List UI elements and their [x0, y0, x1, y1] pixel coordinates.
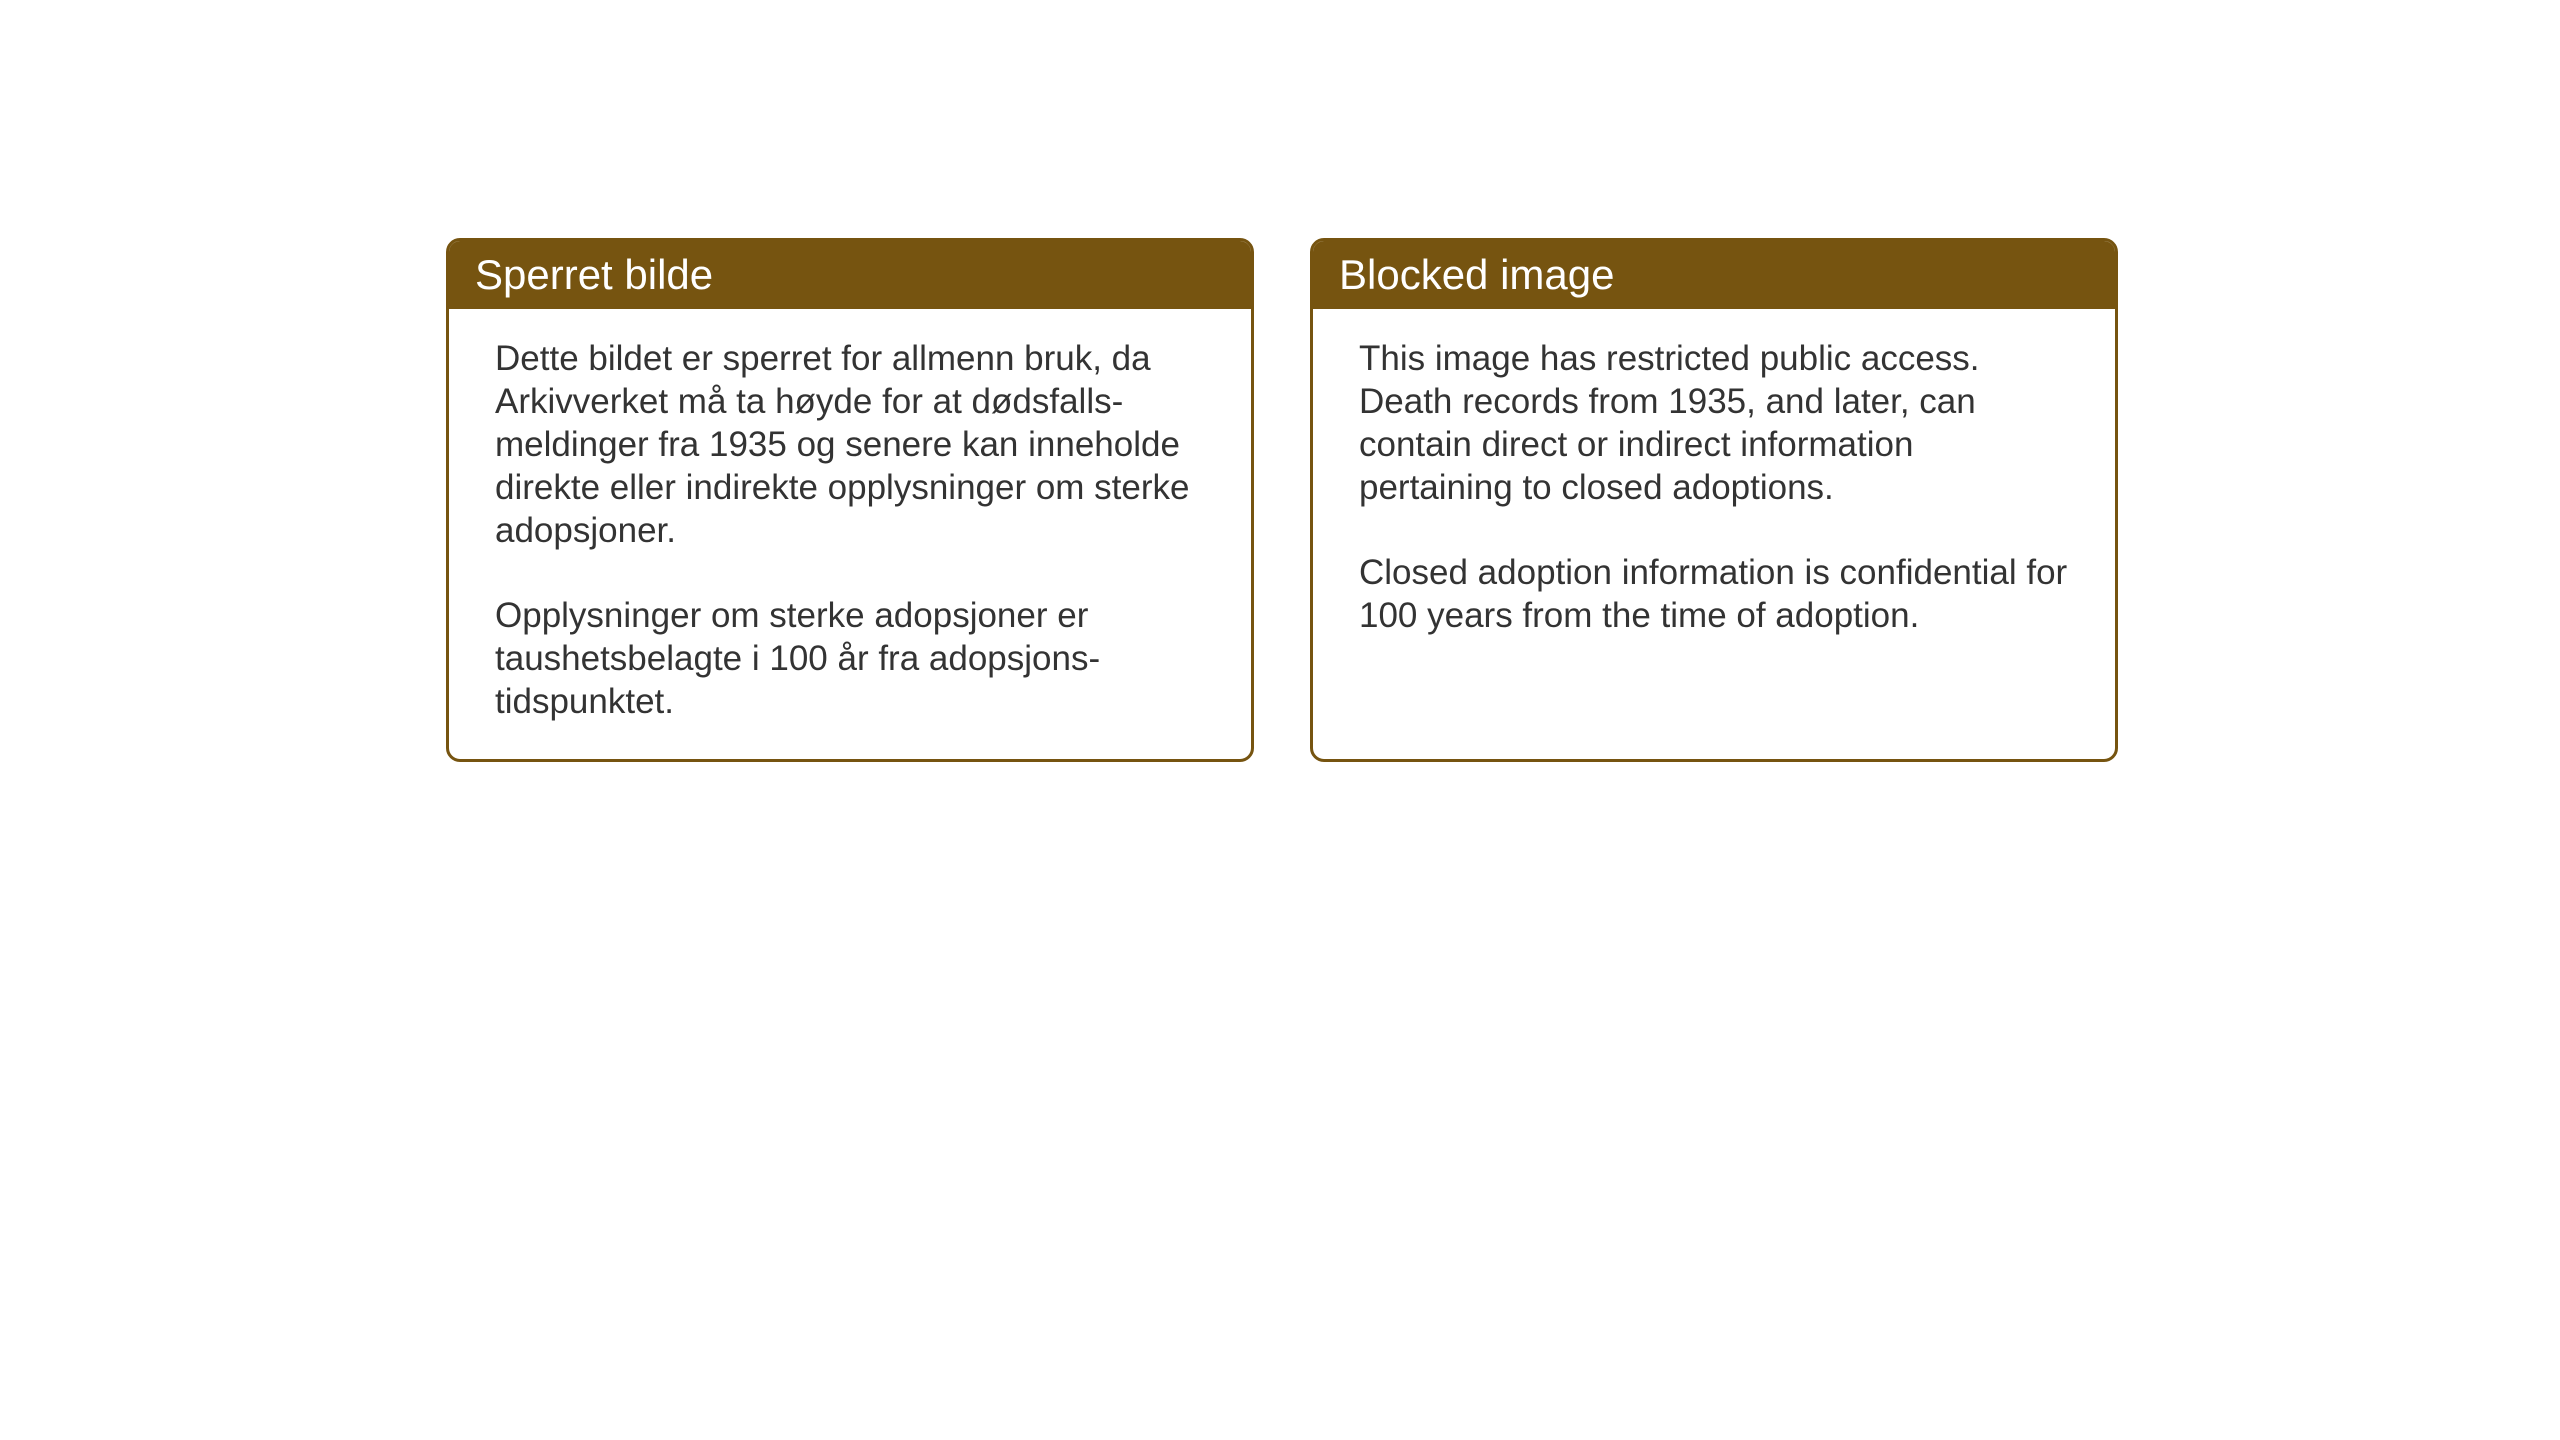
english-card-title: Blocked image: [1313, 241, 2115, 309]
norwegian-card-title: Sperret bilde: [449, 241, 1251, 309]
norwegian-paragraph-1: Dette bildet er sperret for allmenn bruk…: [495, 337, 1205, 552]
english-card-body: This image has restricted public access.…: [1313, 309, 2115, 673]
norwegian-notice-card: Sperret bilde Dette bildet er sperret fo…: [446, 238, 1254, 762]
notice-cards-container: Sperret bilde Dette bildet er sperret fo…: [446, 238, 2118, 762]
norwegian-paragraph-2: Opplysninger om sterke adopsjoner er tau…: [495, 594, 1205, 723]
english-paragraph-1: This image has restricted public access.…: [1359, 337, 2069, 509]
english-notice-card: Blocked image This image has restricted …: [1310, 238, 2118, 762]
english-paragraph-2: Closed adoption information is confident…: [1359, 551, 2069, 637]
norwegian-card-body: Dette bildet er sperret for allmenn bruk…: [449, 309, 1251, 759]
